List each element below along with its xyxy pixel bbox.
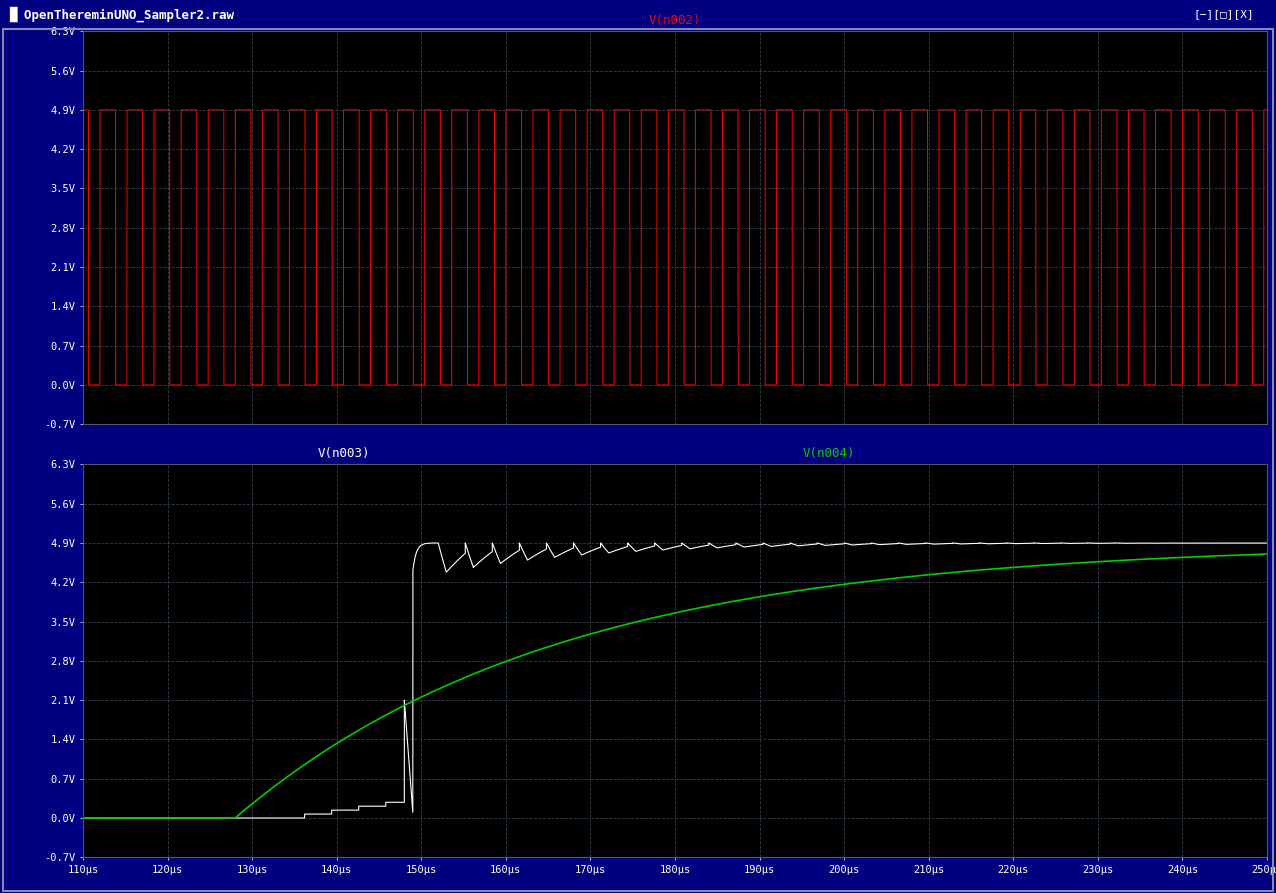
Text: V(n002): V(n002)	[648, 14, 702, 28]
Text: V(n004): V(n004)	[803, 447, 855, 461]
Text: [−][□][X]: [−][□][X]	[1193, 9, 1254, 20]
Text: █ OpenThereminUNO_Sampler2.raw: █ OpenThereminUNO_Sampler2.raw	[9, 6, 234, 22]
Text: V(n003): V(n003)	[318, 447, 370, 461]
